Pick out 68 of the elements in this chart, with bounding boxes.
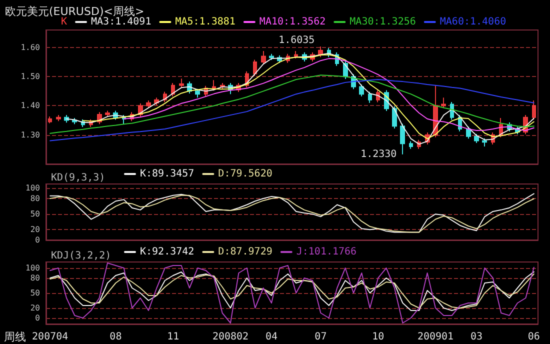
candlestick — [359, 84, 364, 97]
annotation: 1.6035 — [278, 34, 315, 46]
candlestick — [441, 97, 446, 109]
line-series — [123, 58, 534, 131]
x-tick-label: 03 — [470, 332, 483, 342]
candlestick — [294, 50, 298, 60]
legend-title: KDJ(3,2,2) — [51, 250, 112, 262]
candlestick — [409, 140, 413, 150]
candlestick — [482, 138, 487, 148]
legend-label: MA30:1.3256 — [350, 16, 416, 28]
y-tick-label: 80 — [30, 194, 40, 204]
line-series — [50, 74, 534, 134]
legend-label: MA3:1.4091 — [91, 16, 152, 28]
legend-label: J:101.1766 — [296, 246, 357, 258]
candlestick — [146, 100, 151, 109]
x-tick-label: 200802 — [212, 332, 249, 342]
x-tick-label: 04 — [265, 332, 278, 342]
candlestick — [368, 91, 372, 104]
y-tick-label: 1.40 — [20, 101, 40, 110]
y-tick-label: 20 — [30, 304, 40, 312]
x-tick-label: 08 — [110, 332, 122, 342]
y-tick-label: 0 — [35, 314, 40, 322]
y-tick-label: 1.30 — [20, 130, 40, 140]
y-tick-label: 100 — [26, 184, 40, 193]
legend-title: KD(9,3,3) — [51, 172, 106, 184]
y-tick-label: 80 — [30, 274, 40, 282]
x-tick-label: 10 — [372, 332, 384, 342]
candlestick — [532, 100, 536, 120]
x-tick-label: 07 — [314, 332, 327, 342]
chart-title: 欧元美元(EURUSD)<周线> — [5, 5, 144, 18]
y-tick-label: 50 — [30, 288, 40, 298]
candlestick — [392, 106, 397, 129]
candlestick — [450, 101, 454, 120]
y-tick-label: 1.60 — [20, 42, 40, 52]
candlestick — [400, 123, 405, 155]
line-series — [50, 79, 534, 142]
x-tick-label: 200704 — [32, 332, 68, 342]
legend-label: D:87.9729 — [218, 246, 272, 258]
legend-label: K:89.3457 — [140, 168, 194, 180]
y-tick-label: 0 — [35, 236, 40, 244]
y-tick-label: 20 — [30, 225, 40, 234]
candlestick — [56, 114, 61, 122]
legend-label: K:92.3742 — [140, 246, 194, 258]
legend-label: D:79.5620 — [218, 168, 272, 180]
candlestick — [195, 88, 200, 98]
y-tick-label: 50 — [30, 210, 40, 219]
text: K — [61, 16, 68, 28]
candlestick — [269, 53, 274, 61]
candlestick — [466, 126, 471, 140]
candlestick — [253, 59, 257, 77]
x-axis-title: 周线 — [4, 330, 26, 344]
candlestick — [212, 80, 216, 92]
candlestick — [179, 78, 184, 88]
x-tick-label: 06 — [528, 332, 540, 342]
y-tick-label: 100 — [26, 264, 40, 272]
y-tick-label: 1.50 — [20, 72, 40, 82]
legend-label: MA60:1.4060 — [440, 16, 506, 28]
candlestick — [261, 50, 266, 65]
line-series — [50, 262, 534, 324]
candlestick — [171, 82, 175, 97]
legend-label: MA5:1.3881 — [175, 16, 236, 28]
x-tick-label: 200901 — [417, 332, 454, 342]
candlestick — [474, 133, 479, 144]
x-tick-label: 11 — [167, 332, 180, 342]
candlestick — [48, 116, 52, 124]
legend-label: MA10:1.3562 — [259, 16, 326, 28]
candlestick — [105, 110, 110, 118]
annotation: 1.2330 — [360, 148, 397, 160]
